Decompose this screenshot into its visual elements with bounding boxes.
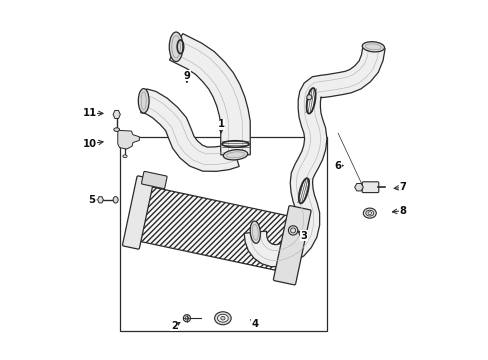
Polygon shape bbox=[141, 89, 239, 171]
FancyBboxPatch shape bbox=[141, 171, 167, 189]
Ellipse shape bbox=[288, 226, 297, 235]
Ellipse shape bbox=[362, 42, 384, 52]
Ellipse shape bbox=[138, 89, 149, 113]
Ellipse shape bbox=[220, 316, 224, 320]
Ellipse shape bbox=[122, 155, 127, 158]
Polygon shape bbox=[98, 197, 103, 203]
Text: 7: 7 bbox=[399, 182, 406, 192]
Text: 10: 10 bbox=[82, 139, 97, 149]
Text: 6: 6 bbox=[334, 161, 341, 171]
Ellipse shape bbox=[114, 128, 120, 131]
Polygon shape bbox=[354, 184, 363, 191]
FancyBboxPatch shape bbox=[362, 182, 378, 193]
Ellipse shape bbox=[169, 32, 183, 62]
Ellipse shape bbox=[223, 150, 247, 160]
Text: 11: 11 bbox=[82, 108, 97, 118]
Polygon shape bbox=[113, 111, 120, 118]
Polygon shape bbox=[244, 45, 385, 267]
Ellipse shape bbox=[113, 197, 118, 203]
Ellipse shape bbox=[306, 95, 311, 100]
Text: 9: 9 bbox=[183, 71, 190, 81]
Ellipse shape bbox=[363, 208, 375, 218]
Text: 3: 3 bbox=[300, 231, 307, 241]
Text: 1: 1 bbox=[217, 119, 224, 129]
Polygon shape bbox=[118, 130, 139, 149]
Text: 4: 4 bbox=[251, 319, 258, 329]
Ellipse shape bbox=[217, 314, 228, 322]
FancyBboxPatch shape bbox=[273, 206, 310, 285]
FancyBboxPatch shape bbox=[122, 176, 154, 249]
Polygon shape bbox=[169, 33, 250, 155]
Bar bbox=[120, 137, 326, 331]
Text: 2: 2 bbox=[170, 321, 177, 331]
Ellipse shape bbox=[183, 315, 190, 322]
Ellipse shape bbox=[365, 210, 373, 216]
Ellipse shape bbox=[250, 221, 260, 243]
Text: 5: 5 bbox=[88, 195, 95, 205]
Bar bbox=[138, 186, 289, 271]
Text: 8: 8 bbox=[399, 206, 406, 216]
Ellipse shape bbox=[214, 312, 231, 325]
